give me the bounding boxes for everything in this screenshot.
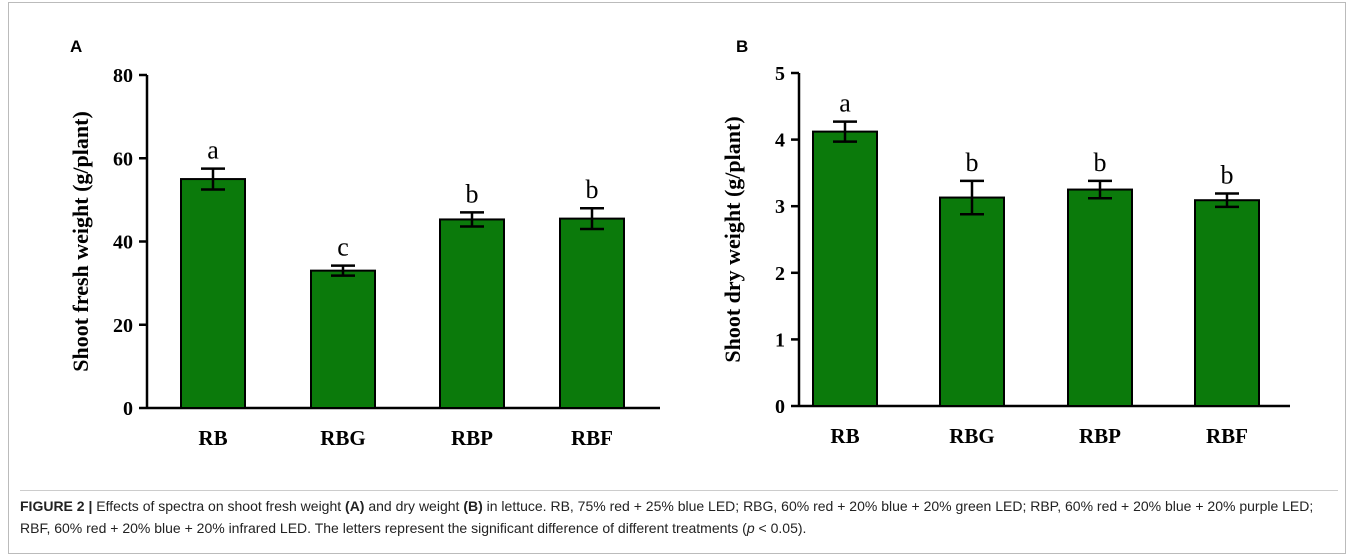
x-tick-label: RBF [1206,424,1248,448]
y-axis-label: Shoot fresh weight (g/plant) [68,111,93,372]
y-tick-label: 4 [775,130,785,152]
error-bar [1088,179,1112,200]
error-bar [960,179,984,216]
caption-text: (A) [345,498,365,514]
y-tick-label: 3 [775,196,785,218]
significance-letter: a [207,136,219,165]
significance-letter: a [839,89,851,118]
error-bar [460,211,484,228]
x-tick-label: RBG [949,424,995,448]
y-tick-label: 40 [113,232,133,254]
x-tick-label: RB [830,424,859,448]
bar [1194,199,1260,407]
y-axis-label: Shoot dry weight (g/plant) [720,116,745,362]
panel-label: A [70,37,82,56]
caption-text: Effects of spectra on shoot fresh weight [92,498,346,514]
significance-letter: c [337,233,349,262]
error-bar [201,167,225,191]
frame-border [8,2,1346,554]
y-tick-label: 2 [775,263,785,285]
x-tick-label: RBF [571,426,613,450]
panel-label: B [736,37,748,56]
significance-letter: b [586,175,599,204]
bar [310,269,376,410]
error-bar [1215,192,1239,209]
significance-letter: b [966,148,979,177]
y-tick-label: 5 [775,63,785,85]
caption-text: p [746,520,755,536]
error-bar [331,264,355,277]
x-tick-label: RB [198,426,227,450]
y-tick-label: 60 [113,148,133,170]
y-tick-label: 80 [113,65,133,87]
caption-text: (B) [463,498,483,514]
bar [180,178,246,409]
caption-text: < 0.05). [754,520,807,536]
significance-letter: b [1094,148,1107,177]
error-bar [580,206,604,231]
y-tick-label: 0 [775,396,785,418]
y-tick-label: 0 [123,398,133,420]
significance-letter: b [466,179,479,208]
bar [939,196,1005,407]
significance-letter: b [1221,161,1234,190]
bar [1067,188,1133,407]
bar [439,218,505,409]
x-tick-label: RBG [320,426,366,450]
caption-text: FIGURE 2 | [20,498,93,514]
caption: FIGURE 2 | Effects of spectra on shoot f… [20,490,1338,539]
y-tick-label: 20 [113,315,133,337]
bar [812,130,878,407]
x-tick-label: RBP [1079,424,1121,448]
x-tick-label: RBP [451,426,493,450]
caption-text: in lettuce. RB, 75% red + 25% blue LED; … [20,498,1314,536]
error-bar [833,120,857,143]
y-tick-label: 1 [775,329,785,351]
bar [559,217,625,409]
caption-text: and dry weight [364,498,464,514]
